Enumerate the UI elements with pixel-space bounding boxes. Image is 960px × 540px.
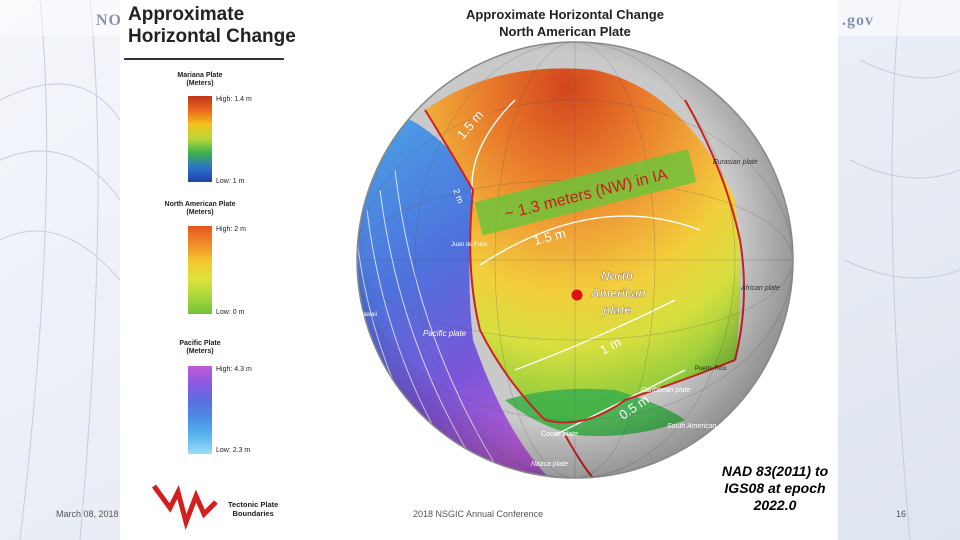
pacific-unit: (Meters) xyxy=(186,348,214,355)
map-title-line2: North American Plate xyxy=(499,24,631,39)
label-african: African plate xyxy=(740,285,780,292)
header-right-text: .gov xyxy=(842,12,874,29)
map-title-line1: Approximate Horizontal Change xyxy=(466,7,664,22)
footer-date: March 08, 2018 xyxy=(56,509,119,519)
label-south-american: South American plate xyxy=(667,423,734,430)
footer-conference: 2018 NSGIC Annual Conference xyxy=(413,509,544,519)
label-nazca: Nazca plate xyxy=(531,461,568,468)
label-caribbean: Caribbean plate xyxy=(641,387,691,394)
nad-note-line1: NAD 83(2011) to xyxy=(721,463,829,479)
boundaries-label: Tectonic Plate Boundaries xyxy=(228,500,278,518)
pacific-legend-label: Pacific Plate (Meters) xyxy=(150,340,250,356)
label-north-american-2: American xyxy=(590,286,646,300)
nad-note-line2: IGS08 at epoch xyxy=(724,480,826,496)
label-eurasian: Eurasian plate xyxy=(713,159,758,166)
globe-map: ~ 1.3 meters (NW) in IA 1.5 m 2 m 1.5 m … xyxy=(356,41,794,479)
label-north-american-1: North xyxy=(601,269,633,283)
map-title: Approximate Horizontal Change North Amer… xyxy=(420,6,710,40)
north-american-legend-label: North American Plate (Meters) xyxy=(150,201,250,217)
mariana-color-bar xyxy=(188,96,212,182)
mariana-name: Mariana Plate xyxy=(177,72,223,79)
label-north-american-3: plate xyxy=(602,303,631,317)
legend-title-line2: Horizontal Change xyxy=(128,26,296,47)
pacific-high: High: 4.3 m xyxy=(216,366,252,373)
mariana-unit: (Meters) xyxy=(186,80,214,87)
north-american-low: Low: 0 m xyxy=(216,309,245,316)
mariana-high: High: 1.4 m xyxy=(216,96,252,103)
mariana-legend-label: Mariana Plate (Meters) xyxy=(150,72,250,88)
label-puerto-rico: Puerto Rico xyxy=(695,366,727,372)
pacific-name: Pacific Plate xyxy=(179,340,221,347)
label-cocos: Cocos plate xyxy=(541,431,578,438)
legend-title: Approximate Horizontal Change xyxy=(128,4,296,48)
pacific-low: Low: 2.3 m xyxy=(216,447,251,454)
nad-note: NAD 83(2011) to IGS08 at epoch 2022.0 xyxy=(700,463,850,514)
iowa-marker xyxy=(571,289,583,301)
legend-title-line1: Approximate xyxy=(128,4,245,25)
boundaries-line2: Boundaries xyxy=(232,509,274,518)
legend-divider xyxy=(124,58,284,60)
north-american-color-bar xyxy=(188,226,212,314)
north-american-name: North American Plate xyxy=(164,201,236,208)
page-number: 16 xyxy=(896,509,907,519)
north-american-unit: (Meters) xyxy=(186,209,214,216)
label-juan-de-fuca: Juan de Fuca xyxy=(451,242,488,248)
nad-note-line3: 2022.0 xyxy=(753,497,797,513)
mariana-low: Low: 1 m xyxy=(216,178,245,185)
pacific-color-bar xyxy=(188,366,212,454)
boundary-symbol-icon xyxy=(151,484,218,530)
north-american-high: High: 2 m xyxy=(216,226,246,233)
label-hawaii: Hawaii xyxy=(359,312,377,318)
label-pacific: Pacific plate xyxy=(423,329,467,338)
boundaries-line1: Tectonic Plate xyxy=(228,500,279,509)
contour-label-2: 2 m xyxy=(451,187,466,205)
